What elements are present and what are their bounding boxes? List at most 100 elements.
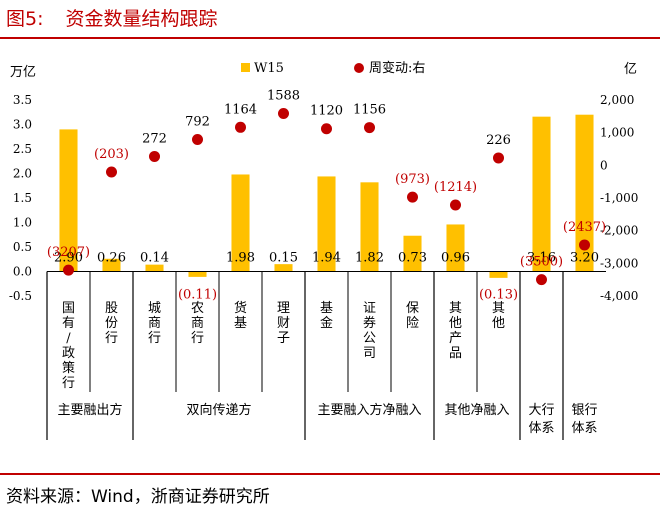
category-label-char: 股 <box>105 301 118 316</box>
group-label-line1: 银行 <box>571 403 597 418</box>
bar-value-label: (0.11) <box>178 288 217 303</box>
bar-value-label: 0.14 <box>140 251 169 266</box>
weekly-change-dot <box>192 133 203 145</box>
weekly-change-dot <box>63 264 74 276</box>
right-tick-label: -1,000 <box>600 191 638 205</box>
left-axis-unit: 万亿 <box>10 65 36 80</box>
bar <box>102 258 121 272</box>
legend-swatch-bars <box>241 63 250 72</box>
bar <box>489 271 508 278</box>
category-label-char: 农 <box>191 301 204 316</box>
group-label-line1: 大行 <box>528 403 554 418</box>
group-label: 双向传递方 <box>186 402 251 418</box>
bar-value-label: 1.82 <box>355 251 384 266</box>
source-rule <box>0 473 660 475</box>
bar <box>532 116 551 272</box>
legend-label-bars: W15 <box>254 61 284 76</box>
category-label-char: 保 <box>406 301 419 316</box>
category-label-char: 有 <box>62 316 75 331</box>
bar <box>446 224 465 272</box>
category-label: 股份行 <box>105 301 118 346</box>
dot-value-label: (3207) <box>47 245 90 260</box>
category-label: 基金 <box>320 301 333 331</box>
category-label-char: 行 <box>148 331 161 346</box>
bar <box>403 235 422 272</box>
bar-value-label: 0.26 <box>97 251 126 266</box>
group-label: 其他净融入 <box>444 403 509 418</box>
weekly-change-dot <box>321 123 332 135</box>
category-label: 其他产品 <box>449 301 462 361</box>
category-label-char: 基 <box>234 316 247 331</box>
left-tick-label: 3.0 <box>13 118 32 132</box>
bar <box>59 129 78 272</box>
bar <box>145 264 164 272</box>
category-label-char: 产 <box>449 331 462 346</box>
category-label-char: 公 <box>363 331 376 346</box>
bar-value-label: 0.96 <box>441 251 470 266</box>
right-tick-label: 1,000 <box>600 126 634 140</box>
bar-value-label: (0.13) <box>479 288 518 303</box>
category-label-char: 他 <box>449 316 462 331</box>
legend-label-dots: 周变动:右 <box>369 60 425 76</box>
category-label-char: 策 <box>62 360 75 376</box>
dot-value-label: 272 <box>142 131 167 146</box>
weekly-change-dot <box>450 199 461 211</box>
bar-value-label: 3.20 <box>570 251 599 266</box>
bar-value-label: 1.94 <box>312 251 341 266</box>
category-label: 货基 <box>234 300 247 331</box>
dot-value-label: (2437) <box>563 220 606 235</box>
weekly-change-dot <box>407 191 418 203</box>
category-label-char: 其 <box>492 301 505 316</box>
figure-title: 图5: 资金数量结构跟踪 <box>6 4 218 31</box>
dot-value-label: 226 <box>486 133 511 148</box>
category-label-char: 行 <box>105 331 118 346</box>
category-label: 理财子 <box>277 301 290 346</box>
category-label-char: 财 <box>277 316 290 331</box>
bar <box>274 264 293 272</box>
category-label-char: 证 <box>363 301 376 316</box>
bar <box>188 271 207 277</box>
category-label-char: 他 <box>492 316 505 331</box>
figure-number: 图5: <box>6 8 44 30</box>
weekly-change-dot <box>364 122 375 134</box>
legend-swatch-dots <box>354 63 364 73</box>
weekly-change-dot <box>493 152 504 164</box>
right-tick-label: 2,000 <box>600 93 634 107</box>
dot-value-label: 1120 <box>310 104 343 119</box>
right-tick-label: -2,000 <box>600 224 638 238</box>
left-tick-label: 0.0 <box>13 265 32 279</box>
bar <box>575 114 594 272</box>
group-label-line2: 体系 <box>571 421 597 436</box>
category-label-char: 货 <box>234 300 247 316</box>
weekly-change-dot <box>278 107 289 119</box>
right-axis-unit: 亿 <box>624 62 637 77</box>
dot-value-label: 1164 <box>224 102 257 117</box>
bar-value-label: 0.15 <box>269 251 298 266</box>
category-label-char: 商 <box>148 316 161 331</box>
weekly-change-dot <box>536 274 547 286</box>
bar <box>360 182 379 272</box>
left-tick-label: 1.0 <box>13 216 32 230</box>
category-label-char: 券 <box>363 315 376 331</box>
category-label-char: 商 <box>191 316 204 331</box>
figure-title-text: 资金数量结构跟踪 <box>65 8 218 30</box>
category-label: 其他 <box>492 301 505 331</box>
category-label-char: 品 <box>449 346 462 361</box>
left-tick-label: 1.5 <box>13 191 32 205</box>
category-label: 证券公司 <box>363 301 376 361</box>
dot-value-label: 1156 <box>353 103 386 118</box>
weekly-change-dot <box>235 121 246 133</box>
category-label-char: 子 <box>277 331 290 346</box>
group-label: 主要融入方净融入 <box>317 402 421 418</box>
source-note: 资料来源：Wind，浙商证券研究所 <box>6 487 270 507</box>
dot-value-label: 1588 <box>267 88 300 103</box>
left-tick-label: 0.5 <box>13 240 32 254</box>
left-tick-label: 3.5 <box>13 93 32 107</box>
category-label: 保险 <box>406 301 419 331</box>
category-label-char: / <box>66 331 71 346</box>
dot-value-label: 792 <box>185 114 210 129</box>
dot-value-label: (1214) <box>434 180 477 195</box>
bar-value-label: 3.16 <box>527 251 556 266</box>
left-tick-label: 2.5 <box>13 142 32 156</box>
